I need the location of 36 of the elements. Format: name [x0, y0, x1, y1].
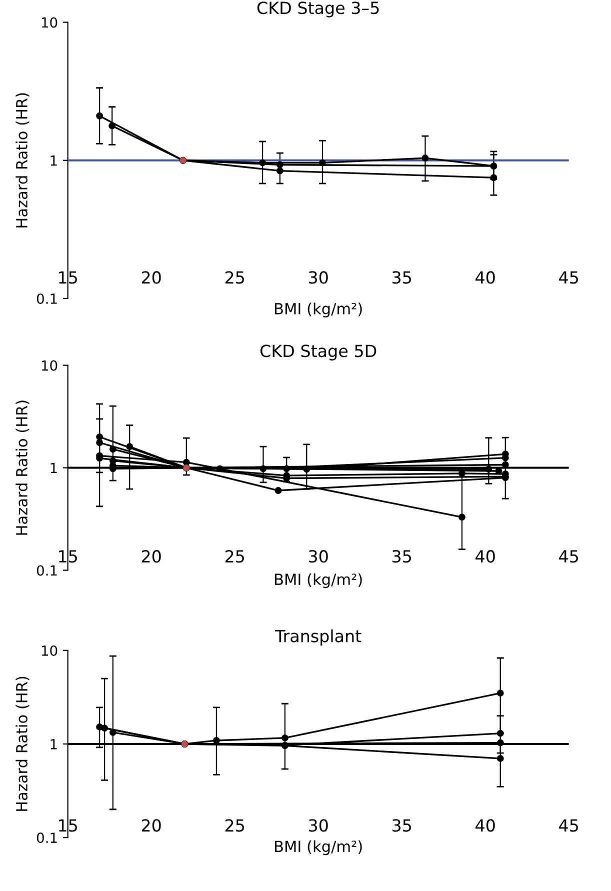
chart-title: CKD Stage 5D: [260, 344, 376, 360]
x-tick-label: 20: [142, 271, 161, 284]
x-axis-title: BMI (kg/m²): [275, 573, 362, 588]
x-tick-label: 45: [559, 271, 578, 284]
y-tick-label: 1: [50, 739, 57, 750]
x-tick-label: 25: [225, 550, 244, 563]
x-tick-label: 40: [476, 550, 495, 563]
x-tick-label: 35: [392, 271, 411, 284]
chart-title: CKD Stage 3–5: [257, 2, 379, 18]
x-tick-label: 20: [142, 819, 161, 832]
y-tick-label: 1: [50, 156, 57, 166]
x-tick-label: 45: [559, 550, 578, 563]
x-tick-label: 35: [392, 819, 411, 832]
x-tick-label: 30: [309, 819, 328, 832]
y-tick-label: 0.1: [36, 565, 57, 576]
y-tick-label: 0.1: [36, 832, 57, 844]
y-tick-label: 0.1: [36, 293, 57, 304]
y-axis-title: Hazard Ratio (HR): [16, 676, 30, 811]
x-tick-label: 30: [309, 550, 328, 563]
y-tick-label: 10: [42, 645, 58, 656]
x-tick-label: 40: [476, 819, 495, 832]
y-tick-label: 10: [42, 17, 58, 28]
x-axis-title: BMI (kg/m²): [275, 302, 362, 318]
y-axis-title: Hazard Ratio (HR): [16, 93, 30, 228]
y-tick-label: 1: [50, 462, 57, 474]
x-axis-title: BMI (kg/m²): [275, 840, 362, 856]
y-axis-title: Hazard Ratio (HR): [16, 400, 30, 535]
x-tick-label: 35: [392, 550, 411, 563]
x-tick-label: 20: [142, 550, 161, 563]
y-tick-label: 10: [42, 360, 58, 371]
x-tick-label: 30: [309, 271, 328, 284]
x-tick-label: 25: [225, 819, 244, 832]
x-tick-label: 25: [225, 271, 244, 284]
chart-title: Transplant: [275, 629, 362, 646]
x-tick-label: 40: [476, 271, 495, 284]
x-tick-label: 45: [559, 819, 578, 832]
